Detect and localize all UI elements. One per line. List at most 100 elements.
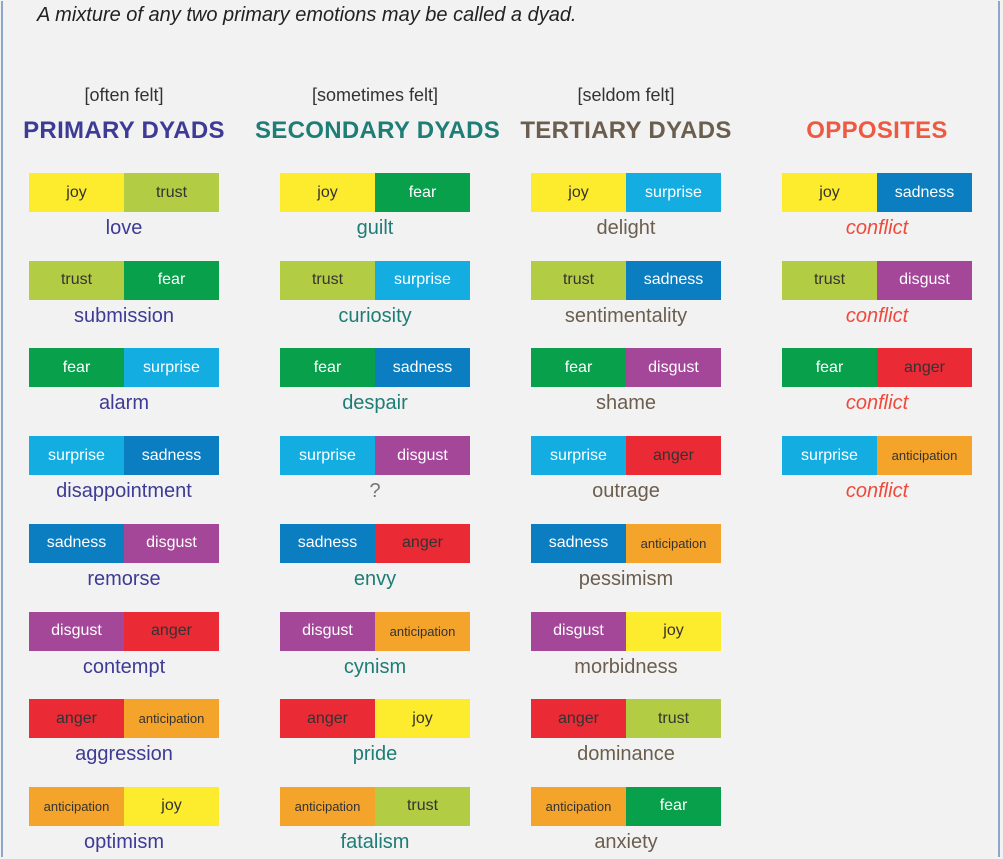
dyad-name: cynism xyxy=(343,655,407,678)
emotion-disgust: disgust xyxy=(29,611,124,651)
emotion-sadness: sadness xyxy=(280,523,375,563)
emotion-anticipation: anticipation xyxy=(531,786,626,826)
emotion-sadness: sadness xyxy=(531,523,626,563)
emotion-trust: trust xyxy=(29,260,124,300)
emotion-pair: sadness anger xyxy=(280,523,470,563)
emotion-pair: anticipation joy xyxy=(29,786,219,826)
emotion-pair: trust sadness xyxy=(531,260,721,300)
emotion-surprise: surprise xyxy=(124,348,219,388)
emotion-pair: joy surprise xyxy=(531,173,721,212)
dyad-name: aggression xyxy=(75,743,173,766)
emotion-pair: disgust anticipation xyxy=(280,611,470,651)
emotion-pair: sadness anticipation xyxy=(531,523,721,563)
emotion-pair: fear sadness xyxy=(280,348,470,388)
emotion-pair: trust disgust xyxy=(782,260,972,300)
emotion-joy: joy xyxy=(626,611,721,651)
dyad-name: conflict xyxy=(845,304,909,327)
emotion-pair: trust surprise xyxy=(280,260,470,300)
emotion-anticipation: anticipation xyxy=(124,699,219,739)
emotion-disgust: disgust xyxy=(877,260,972,300)
dyad-name: conflict xyxy=(845,480,909,503)
dyad-name: fatalism xyxy=(340,830,410,853)
emotion-surprise: surprise xyxy=(375,260,470,300)
emotion-trust: trust xyxy=(531,260,626,300)
emotion-fear: fear xyxy=(29,348,124,388)
emotion-sadness: sadness xyxy=(29,523,124,563)
emotion-joy: joy xyxy=(531,173,626,212)
emotion-pair: anger joy xyxy=(280,699,470,739)
emotion-pair: joy sadness xyxy=(782,173,972,212)
emotion-fear: fear xyxy=(782,348,877,388)
emotion-anticipation: anticipation xyxy=(626,523,721,563)
dyad-name: contempt xyxy=(82,655,166,678)
emotion-sadness: sadness xyxy=(877,173,972,212)
frequency-label: [often felt] xyxy=(84,85,164,105)
emotion-pair: trust fear xyxy=(29,260,219,300)
dyad-name: remorse xyxy=(87,567,161,590)
emotion-pair: fear anger xyxy=(782,348,972,388)
emotion-anger: anger xyxy=(29,699,124,739)
emotion-surprise: surprise xyxy=(531,436,626,476)
emotion-anger: anger xyxy=(124,611,219,651)
emotion-anger: anger xyxy=(375,523,470,563)
emotion-fear: fear xyxy=(375,173,470,212)
dyad-name: dominance xyxy=(577,743,675,766)
emotion-pair: anger trust xyxy=(531,699,721,739)
emotion-pair: disgust anger xyxy=(29,611,219,651)
emotion-fear: fear xyxy=(280,348,375,388)
emotion-trust: trust xyxy=(124,173,219,212)
intro-text: A mixture of any two primary emotions ma… xyxy=(37,4,577,26)
dyad-name: submission xyxy=(73,304,175,327)
emotion-pair: anticipation trust xyxy=(280,786,470,826)
emotion-anger: anger xyxy=(280,699,375,739)
emotion-pair: surprise sadness xyxy=(29,436,219,476)
emotion-disgust: disgust xyxy=(531,611,626,651)
emotion-anger: anger xyxy=(626,436,721,476)
emotion-pair: surprise disgust xyxy=(280,436,470,476)
column-heading: TERTIARY DYADS xyxy=(520,117,732,144)
dyad-name: envy xyxy=(353,567,397,590)
dyad-name: despair xyxy=(342,392,408,415)
dyad-name: conflict xyxy=(845,392,909,415)
emotion-sadness: sadness xyxy=(124,436,219,476)
dyad-name: conflict xyxy=(845,217,909,239)
emotion-pair: anger anticipation xyxy=(29,699,219,739)
emotion-pair: joy trust xyxy=(29,173,219,212)
dyad-name: alarm xyxy=(98,392,149,415)
emotion-disgust: disgust xyxy=(280,611,375,651)
dyad-name: pride xyxy=(352,743,398,766)
emotion-trust: trust xyxy=(782,260,877,300)
emotion-anticipation: anticipation xyxy=(375,611,470,651)
emotion-anticipation: anticipation xyxy=(29,786,124,826)
emotion-surprise: surprise xyxy=(626,173,721,212)
emotion-joy: joy xyxy=(782,173,877,212)
column-heading: SECONDARY DYADS xyxy=(255,117,501,144)
dyad-name: pessimism xyxy=(578,567,674,590)
emotion-fear: fear xyxy=(626,786,721,826)
column-heading: PRIMARY DYADS xyxy=(23,117,225,144)
dyad-name: delight xyxy=(596,217,656,239)
emotion-trust: trust xyxy=(626,699,721,739)
emotion-pair: fear disgust xyxy=(531,348,721,388)
frequency-label: [sometimes felt] xyxy=(311,85,439,105)
emotion-disgust: disgust xyxy=(375,436,470,476)
emotion-trust: trust xyxy=(280,260,375,300)
emotion-pair: joy fear xyxy=(280,173,470,212)
emotion-surprise: surprise xyxy=(280,436,375,476)
emotion-surprise: surprise xyxy=(782,436,877,476)
emotion-anticipation: anticipation xyxy=(280,786,375,826)
dyad-name: sentimentality xyxy=(564,304,688,327)
emotion-anticipation: anticipation xyxy=(877,436,972,476)
emotion-pair: anticipation fear xyxy=(531,786,721,826)
emotion-joy: joy xyxy=(280,173,375,212)
emotion-pair: sadness disgust xyxy=(29,523,219,563)
emotion-joy: joy xyxy=(124,786,219,826)
column-heading: OPPOSITES xyxy=(806,117,948,144)
dyad-name: morbidness xyxy=(574,655,678,678)
emotion-disgust: disgust xyxy=(124,523,219,563)
dyad-name: curiosity xyxy=(338,304,412,327)
dyad-name: outrage xyxy=(592,480,660,503)
dyad-name: love xyxy=(105,217,143,239)
emotion-disgust: disgust xyxy=(626,348,721,388)
